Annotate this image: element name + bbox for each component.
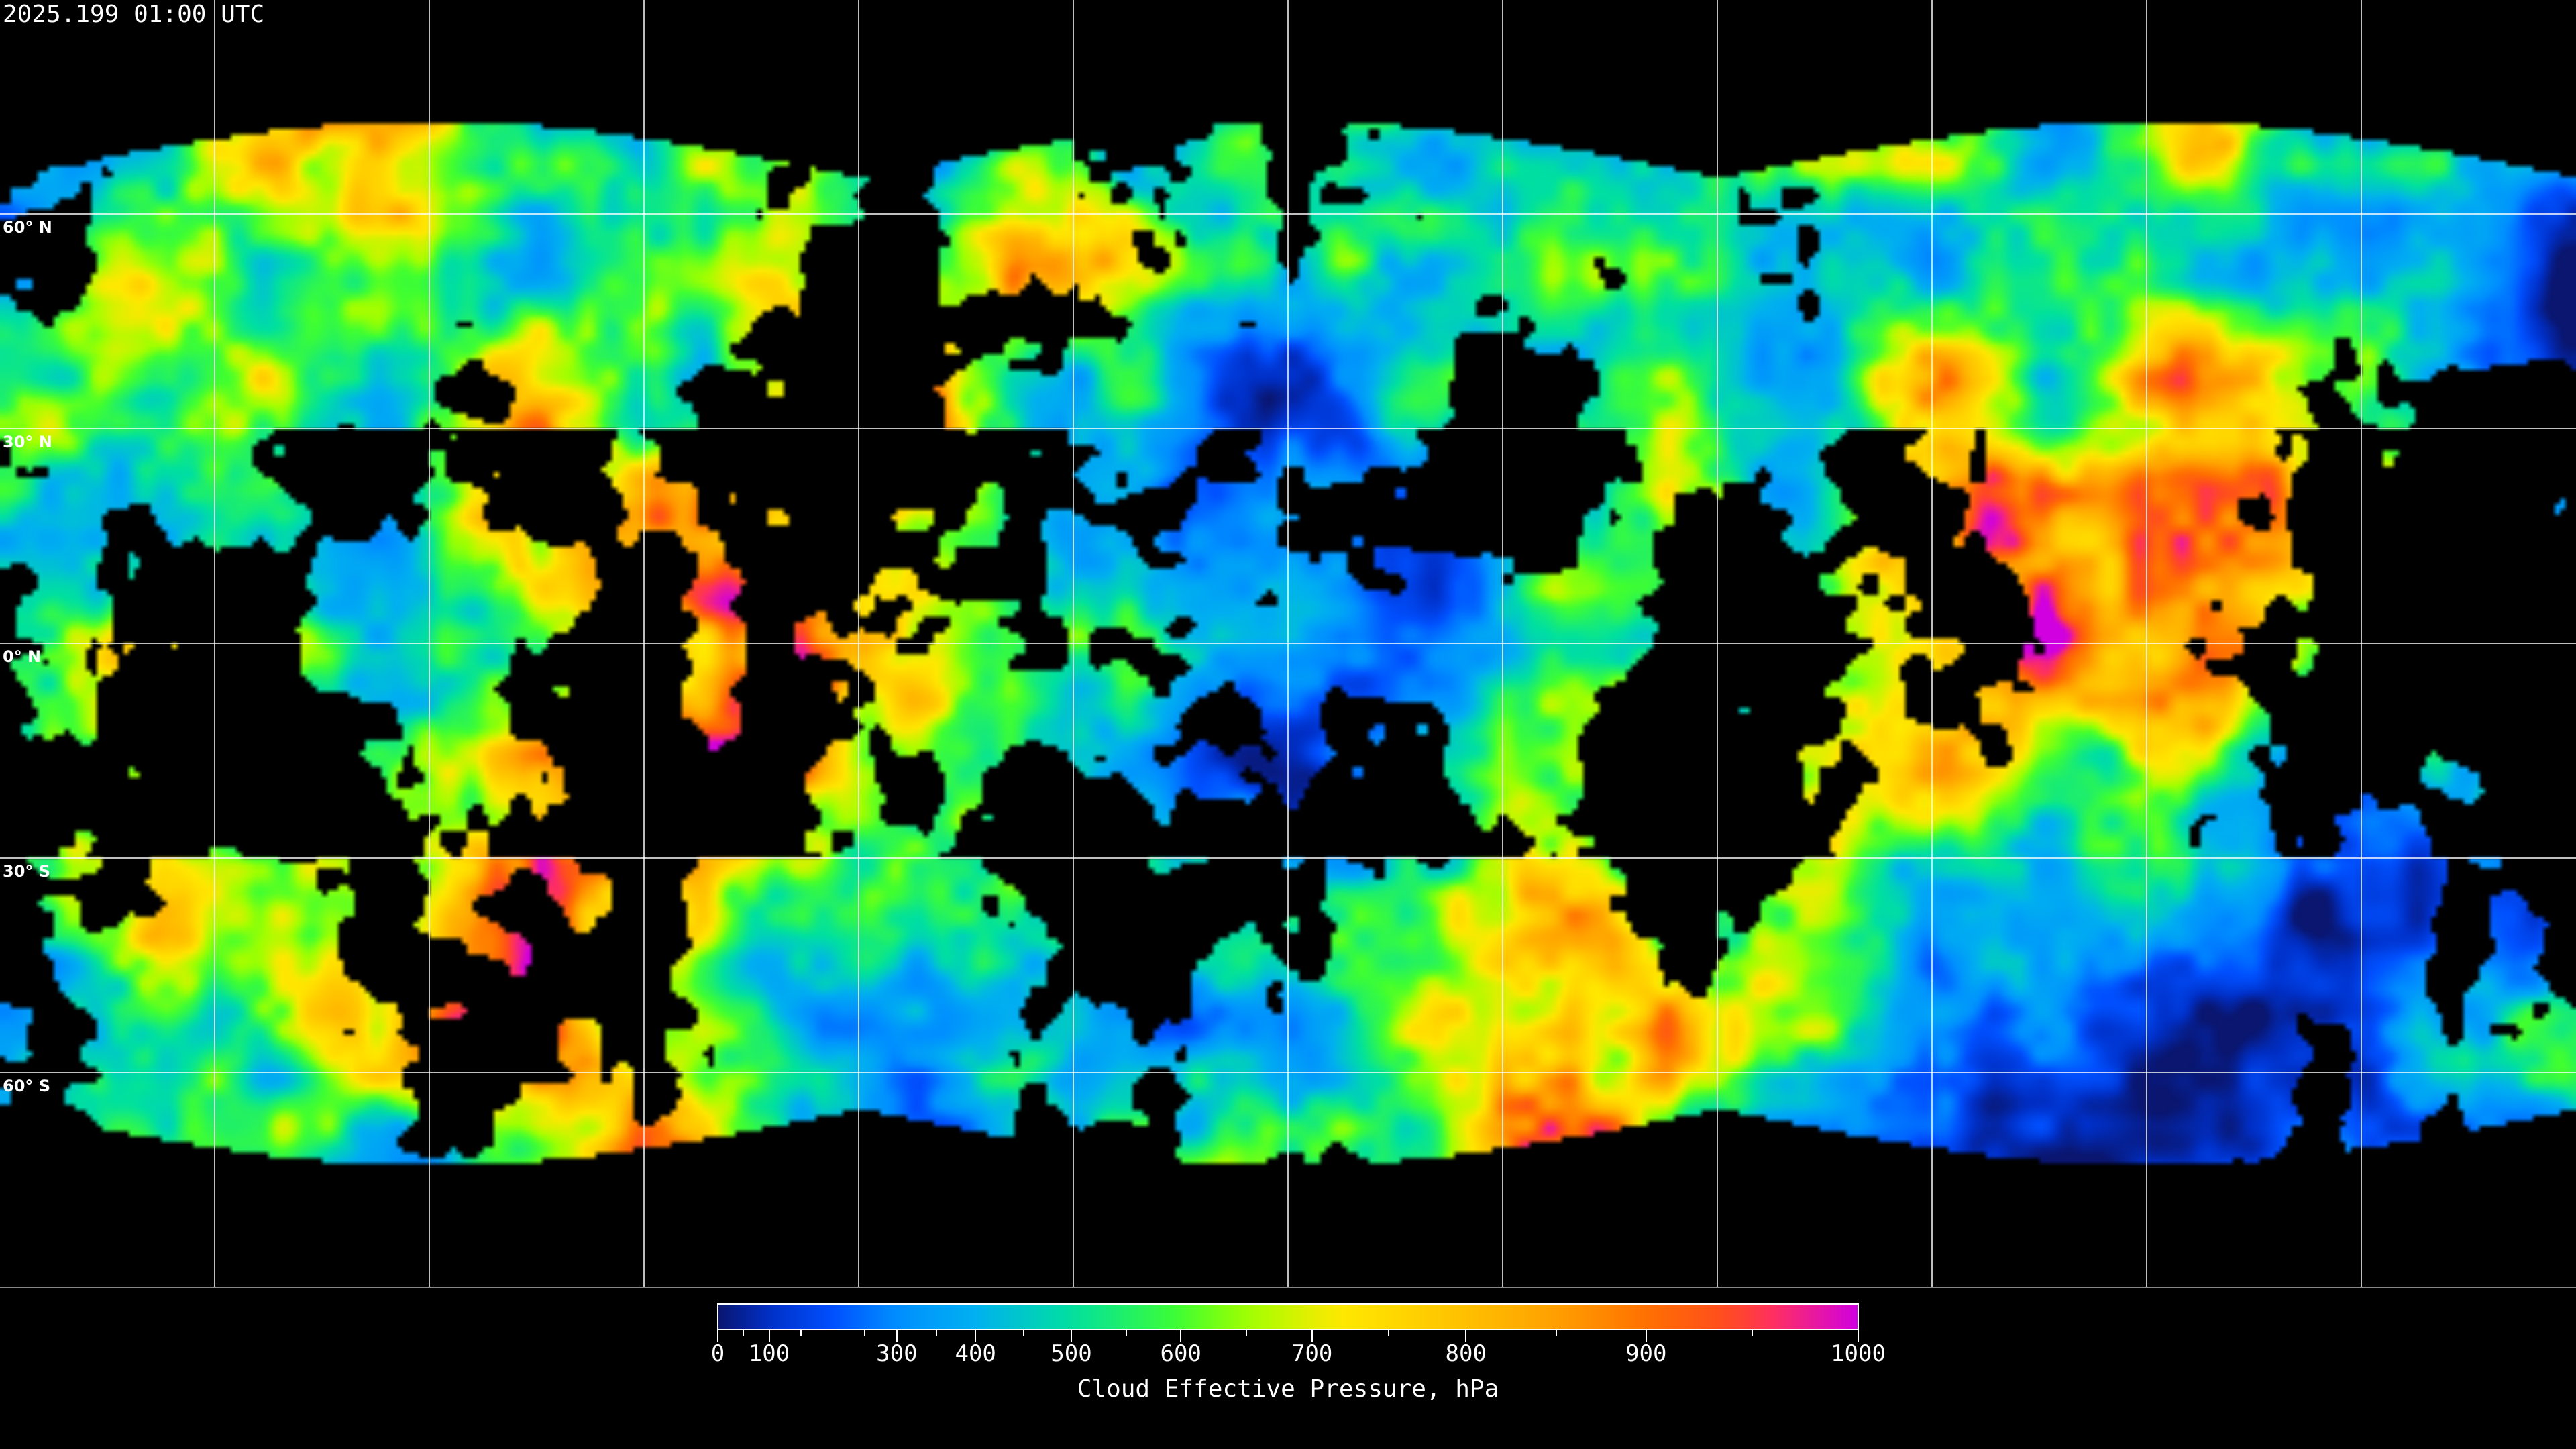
colorbar-major-tick — [1311, 1330, 1313, 1342]
colorbar-major-tick — [1465, 1330, 1467, 1342]
colorbar-title: Cloud Effective Pressure, hPa — [1077, 1375, 1499, 1403]
colorbar-minor-tick — [935, 1330, 937, 1336]
colorbar-tick-label: 800 — [1445, 1340, 1487, 1367]
colorbar-major-tick — [1645, 1330, 1647, 1342]
colorbar-major-tick — [1858, 1330, 1859, 1342]
colorbar-tick-label: 100 — [748, 1340, 790, 1367]
colorbar-major-tick — [1071, 1330, 1072, 1342]
colorbar-minor-tick — [864, 1330, 866, 1336]
colorbar-minor-tick — [1751, 1330, 1753, 1336]
colorbar-major-tick — [717, 1330, 718, 1342]
colorbar-minor-tick — [1555, 1330, 1557, 1336]
latitude-label: 30° N — [3, 433, 52, 451]
colorbar-tick-label: 600 — [1160, 1340, 1201, 1367]
latitude-gridline — [0, 428, 2576, 429]
colorbar-minor-tick — [800, 1330, 802, 1336]
colorbar-minor-tick — [1125, 1330, 1127, 1336]
colorbar-major-tick — [768, 1330, 770, 1342]
latitude-label: 0° N — [3, 647, 42, 666]
colorbar-tick-label: 300 — [876, 1340, 918, 1367]
colorbar-minor-tick — [1022, 1330, 1024, 1336]
latitude-gridline — [0, 643, 2576, 644]
colorbar-major-tick — [975, 1330, 977, 1342]
colorbar-major-tick — [1180, 1330, 1182, 1342]
colorbar-minor-tick — [1245, 1330, 1247, 1336]
latitude-gridline — [0, 213, 2576, 215]
global-cloud-pressure-map: 60° N 30° N 0° N 30° S 60° S — [0, 0, 2576, 1288]
colorbar — [717, 1303, 1859, 1330]
colorbar-tick-label: 700 — [1291, 1340, 1333, 1367]
latitude-gridline — [0, 1072, 2576, 1073]
latitude-label: 60° N — [3, 218, 52, 237]
latitude-label: 30° S — [3, 862, 51, 881]
latitude-label: 60° S — [3, 1077, 51, 1095]
colorbar-tick-label: 0 — [710, 1340, 725, 1367]
colorbar-tick-label: 900 — [1625, 1340, 1667, 1367]
timestamp-title: 2025.199 01:00 UTC — [3, 1, 265, 28]
colorbar-minor-tick — [743, 1330, 745, 1336]
colorbar-tick-label: 500 — [1051, 1340, 1092, 1367]
latitude-gridline — [0, 857, 2576, 859]
colorbar-minor-tick — [1388, 1330, 1390, 1336]
colorbar-major-tick — [896, 1330, 898, 1342]
colorbar-tick-label: 400 — [955, 1340, 996, 1367]
colorbar-tick-label: 1000 — [1831, 1340, 1886, 1367]
